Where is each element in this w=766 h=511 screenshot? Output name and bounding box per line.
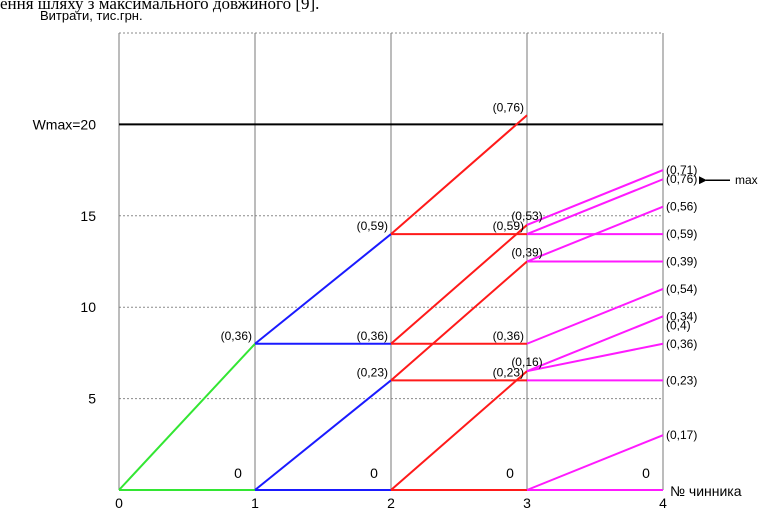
point-label: (0,23) [357,365,388,379]
segment-step1 [118,343,256,491]
x-axis-label: № чинника [670,483,742,499]
segment-step2 [254,233,392,345]
y-tick-label: 10 [80,299,96,315]
point-label: (0,4) [666,318,691,332]
zero-label: 0 [506,465,514,481]
point-label: (0,59) [666,227,697,241]
zero-label: 0 [642,465,650,481]
point-label: (0,23) [666,373,697,387]
segment-step4 [526,178,664,236]
point-label: (0,56) [666,200,697,214]
point-label: (0,39) [666,255,697,269]
segment-step4 [526,169,664,226]
y-axis-label: Витрати, тис.грн. [40,8,143,23]
zero-label: 0 [234,465,242,481]
x-tick-label: 2 [387,495,395,511]
point-labels: (0,36)(0,59)(0,36)(0,23)(0,76)(0,59)(0,5… [221,100,758,481]
x-tick-label: 0 [115,495,123,511]
point-label: (0,76) [666,172,697,186]
point-label: (0,76) [493,100,524,114]
y-tick-label: 5 [88,391,96,407]
point-label: (0,36) [357,329,388,343]
point-label: (0,36) [493,329,524,343]
segment-step3 [390,224,528,345]
point-label: (0,16) [511,355,542,369]
point-label: (0,59) [357,219,388,233]
point-label: (0,53) [511,209,542,223]
segment-step2 [254,379,392,491]
x-tick-label: 4 [659,495,667,511]
segment-step4 [526,434,664,491]
segment-step3 [390,260,528,382]
point-label: (0,36) [221,329,252,343]
segment-step4 [526,342,664,373]
point-label: (0,34) [666,309,697,323]
segment-step3 [390,114,528,235]
segment-step4 [526,315,664,373]
y-tick-label: 15 [80,208,96,224]
top-caption: ення шляху з максимального довжиного [9]… [0,0,320,13]
series-lines [118,114,664,491]
point-label: (0,23) [493,365,524,379]
zero-label: 0 [370,465,378,481]
point-label: (0,17) [666,428,697,442]
segment-step3 [390,370,528,491]
point-label: (0,59) [493,219,524,233]
x-tick-label: 1 [251,495,259,511]
segment-step4 [526,287,664,345]
point-label: (0,39) [511,246,542,260]
x-tick-label: 3 [523,495,531,511]
point-label: (0,36) [666,337,697,351]
max-label: max [735,173,758,187]
wmax-label: Wmax=20 [33,116,97,132]
point-label: (0,71) [666,163,697,177]
point-label: (0,54) [666,282,697,296]
